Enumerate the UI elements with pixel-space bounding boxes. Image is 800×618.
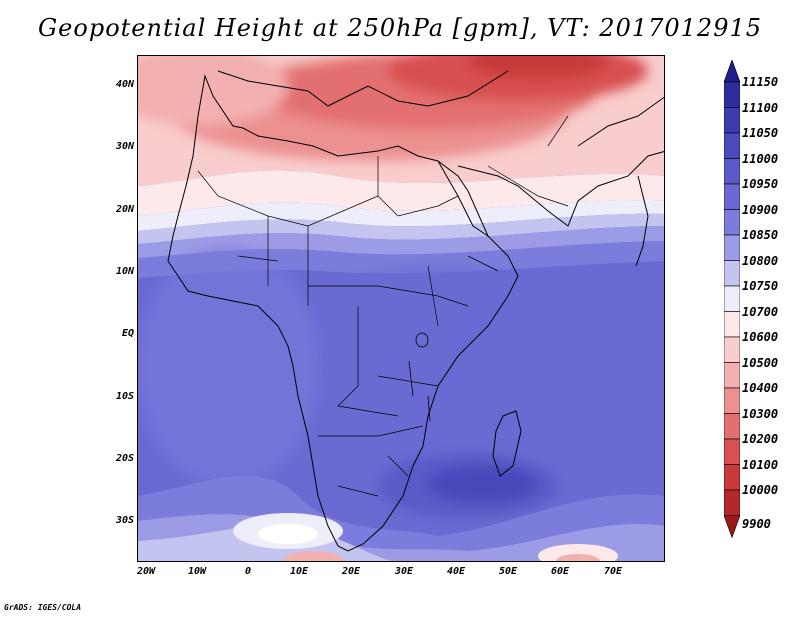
lat-label: 10S <box>115 391 134 402</box>
coastlines <box>167 70 664 552</box>
lon-label: 10W <box>187 566 207 577</box>
colorbar-swatch <box>724 438 740 465</box>
height-field-map <box>138 56 664 561</box>
colorbar-level-label: 9900 <box>742 516 771 531</box>
colorbar-swatch <box>724 489 740 516</box>
northern-low <box>138 56 648 161</box>
lon-label: 70E <box>603 566 623 577</box>
colorbar-swatch <box>724 336 740 363</box>
colorbar-level-label: 10300 <box>742 406 779 421</box>
colorbar-level-label: 10600 <box>742 330 779 344</box>
southern-bands <box>138 475 664 561</box>
africa-coast <box>167 74 519 552</box>
map-panel <box>137 55 665 562</box>
colorbar-level-label: 10950 <box>742 177 779 191</box>
colorbar-swatch <box>724 183 740 210</box>
lat-label: 20N <box>115 204 134 215</box>
colorbar-level-label: 10000 <box>742 483 779 497</box>
colorbar-level-label: 11150 <box>742 75 779 89</box>
colorbar-level-label: 10800 <box>742 253 779 268</box>
colorbar-cap-top <box>724 60 740 83</box>
band-10700 <box>138 200 664 231</box>
credit-text: GrADS: IGES/COLA <box>4 603 82 612</box>
borders <box>197 115 569 497</box>
colorbar-swatch <box>724 158 740 185</box>
color-bar <box>724 60 740 539</box>
colorbar-level-label: 10750 <box>742 279 779 293</box>
colorbar-swatch <box>724 413 740 440</box>
lat-label: 30S <box>115 515 134 526</box>
india-coast <box>635 175 649 267</box>
colorbar-level-label: 10500 <box>742 355 779 370</box>
lon-label: 10E <box>289 566 309 577</box>
colorbar-swatch <box>724 132 740 159</box>
mediterranean-coast <box>217 70 509 107</box>
band-10750 <box>138 213 664 244</box>
colorbar-level-label: 10200 <box>742 432 779 446</box>
colorbar-swatch <box>724 107 740 134</box>
madagascar-coast <box>492 410 522 477</box>
colorbar-level-label: 11050 <box>742 126 779 140</box>
lakes <box>408 332 431 422</box>
colorbar-swatch <box>724 387 740 414</box>
lat-label: EQ <box>121 328 134 339</box>
colorbar-swatch <box>724 234 740 261</box>
band-10600 <box>138 170 664 216</box>
colorbar-level-label: 11100 <box>742 100 779 115</box>
colorbar-swatch <box>724 81 740 108</box>
lon-label: 20E <box>341 566 361 577</box>
lat-label: 20S <box>115 453 134 464</box>
arabia-coast <box>457 151 664 227</box>
colorbar-level-label: 10900 <box>742 202 779 217</box>
colorbar-level-label: 10400 <box>742 381 779 395</box>
lon-label: 30E <box>394 566 414 577</box>
persia-coast <box>577 96 664 147</box>
southern-high <box>138 246 608 518</box>
colorbar-swatch <box>724 464 740 491</box>
lon-label: 20W <box>136 566 156 577</box>
lat-label: 10N <box>115 266 134 277</box>
band-10800 <box>138 226 664 258</box>
lon-label: 50E <box>498 566 518 577</box>
lat-label: 30N <box>115 141 134 152</box>
colorbar-level-label: 10700 <box>742 304 779 319</box>
colorbar-level-label: 10850 <box>742 228 779 242</box>
colorbar-level-label: 11000 <box>742 151 779 166</box>
chart-title: Geopotential Height at 250hPa [gpm], VT:… <box>38 14 762 42</box>
colorbar-swatch <box>724 260 740 287</box>
colorbar-swatch <box>724 362 740 389</box>
lon-label: 0 <box>244 566 252 577</box>
lon-label: 60E <box>550 566 570 577</box>
red-sea <box>437 160 489 237</box>
colorbar-cap-bottom <box>724 515 740 539</box>
colorbar-level-label: 10100 <box>742 457 779 472</box>
lat-label: 40N <box>115 79 134 90</box>
colorbar-swatch <box>724 311 740 338</box>
lon-label: 40E <box>446 566 466 577</box>
colorbar-swatch <box>724 209 740 236</box>
colorbar-swatch <box>724 285 740 312</box>
